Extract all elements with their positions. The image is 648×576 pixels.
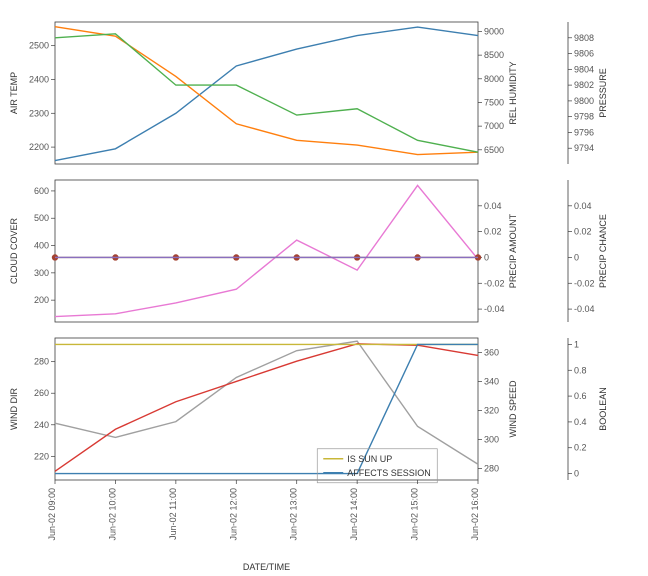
legend-item: AFFECTS SESSION xyxy=(347,468,431,478)
y-tick-label: 9800 xyxy=(574,96,594,106)
y-tick-label: 8500 xyxy=(484,50,504,60)
x-tick-label: Jun-02 14:00 xyxy=(349,488,359,541)
y-tick-label: 240 xyxy=(34,420,49,430)
axis-label: AIR TEMP xyxy=(9,72,19,114)
y-tick-label: 0.6 xyxy=(574,391,587,401)
series-line xyxy=(55,27,478,161)
y-tick-label: 280 xyxy=(34,357,49,367)
y-tick-label: 0 xyxy=(484,252,489,262)
y-tick-label: 0.02 xyxy=(484,227,502,237)
y-tick-label: 1 xyxy=(574,339,579,349)
y-tick-label: 600 xyxy=(34,186,49,196)
y-tick-label: 200 xyxy=(34,295,49,305)
y-tick-label: 260 xyxy=(34,388,49,398)
series-line xyxy=(55,34,478,152)
y-tick-label: 7500 xyxy=(484,97,504,107)
y-tick-label: 9804 xyxy=(574,64,594,74)
axis-label: PRECIP AMOUNT xyxy=(508,213,518,288)
y-tick-label: 280 xyxy=(484,463,499,473)
panel-frame xyxy=(55,338,478,480)
y-tick-label: 9802 xyxy=(574,80,594,90)
y-tick-label: 0.04 xyxy=(484,201,502,211)
x-axis-title: DATE/TIME xyxy=(243,562,290,572)
x-tick-label: Jun-02 16:00 xyxy=(470,488,480,541)
series-line xyxy=(55,341,478,464)
axis-label: WIND SPEED xyxy=(508,380,518,438)
y-tick-label: 0.04 xyxy=(574,201,592,211)
axis-label: BOOLEAN xyxy=(598,387,608,431)
x-tick-label: Jun-02 12:00 xyxy=(228,488,238,541)
y-tick-label: 320 xyxy=(484,405,499,415)
y-tick-label: 2500 xyxy=(29,41,49,51)
legend-item: IS SUN UP xyxy=(347,454,392,464)
y-tick-label: 0.8 xyxy=(574,365,587,375)
x-tick-label: Jun-02 15:00 xyxy=(410,488,420,541)
axis-label: PRECIP CHANCE xyxy=(598,214,608,288)
y-tick-label: 2300 xyxy=(29,108,49,118)
y-tick-label: 500 xyxy=(34,213,49,223)
x-tick-label: Jun-02 11:00 xyxy=(168,488,178,540)
y-tick-label: 9796 xyxy=(574,127,594,137)
axis-label: CLOUD COVER xyxy=(9,217,19,284)
y-tick-label: 2400 xyxy=(29,74,49,84)
y-tick-label: 300 xyxy=(34,268,49,278)
y-tick-label: 9806 xyxy=(574,49,594,59)
panel-frame xyxy=(55,180,478,322)
y-tick-label: -0.04 xyxy=(484,304,505,314)
axis-label: WIND DIR xyxy=(9,388,19,430)
series-line xyxy=(55,185,478,316)
y-tick-label: -0.02 xyxy=(484,278,505,288)
y-tick-label: 9798 xyxy=(574,112,594,122)
series-line xyxy=(55,344,478,472)
axis-label: REL HUMIDITY xyxy=(508,61,518,124)
y-tick-label: 400 xyxy=(34,241,49,251)
panel-frame xyxy=(55,22,478,164)
y-tick-label: 0 xyxy=(574,252,579,262)
y-tick-label: 0 xyxy=(574,469,579,479)
series-line xyxy=(55,27,478,155)
y-tick-label: 0.4 xyxy=(574,417,587,427)
x-tick-label: Jun-02 09:00 xyxy=(47,488,57,541)
y-tick-label: 6500 xyxy=(484,145,504,155)
y-tick-label: 2200 xyxy=(29,142,49,152)
y-tick-label: 220 xyxy=(34,451,49,461)
axis-label: PRESSURE xyxy=(598,68,608,118)
y-tick-label: 9794 xyxy=(574,143,594,153)
y-tick-label: 7000 xyxy=(484,121,504,131)
x-tick-label: Jun-02 10:00 xyxy=(107,488,117,541)
y-tick-label: -0.02 xyxy=(574,278,595,288)
multi-panel-chart: 2200230024002500AIR TEMP6500700075008000… xyxy=(0,0,648,576)
x-tick-label: Jun-02 13:00 xyxy=(289,488,299,541)
y-tick-label: -0.04 xyxy=(574,304,595,314)
y-tick-label: 340 xyxy=(484,376,499,386)
y-tick-label: 300 xyxy=(484,434,499,444)
y-tick-label: 9000 xyxy=(484,26,504,36)
y-tick-label: 0.2 xyxy=(574,443,587,453)
y-tick-label: 0.02 xyxy=(574,227,592,237)
y-tick-label: 9808 xyxy=(574,33,594,43)
y-tick-label: 8000 xyxy=(484,74,504,84)
y-tick-label: 360 xyxy=(484,347,499,357)
